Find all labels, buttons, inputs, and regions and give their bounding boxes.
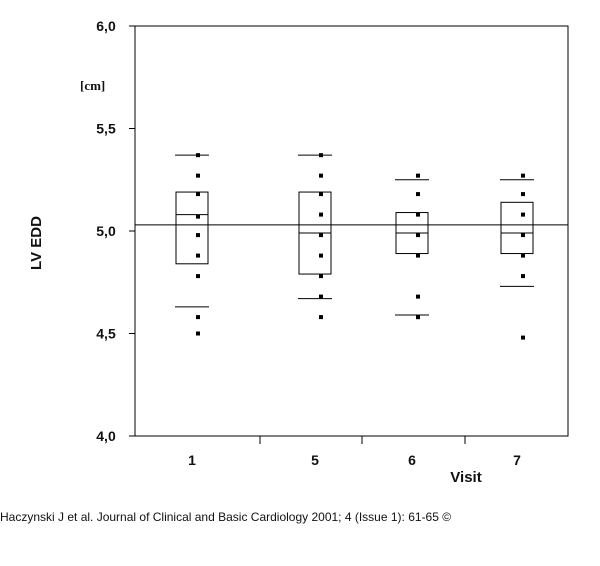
- box-group-visit-1: [175, 153, 209, 336]
- box-group-visit-6: [395, 173, 429, 320]
- data-point: [416, 315, 420, 320]
- data-point: [196, 192, 200, 197]
- y-tick-label: 4,0: [96, 428, 116, 444]
- data-point: [416, 192, 420, 197]
- data-point: [521, 253, 525, 258]
- data-point: [196, 214, 200, 219]
- x-axis-label: Visit: [450, 469, 481, 486]
- box-group-visit-5: [298, 153, 332, 320]
- data-point: [319, 294, 323, 299]
- data-point: [196, 153, 200, 158]
- y-tick-label: 6,0: [96, 18, 116, 34]
- data-point: [196, 173, 200, 178]
- data-point: [196, 233, 200, 238]
- data-point: [319, 212, 323, 217]
- data-point: [416, 294, 420, 299]
- x-tick-label: 1: [188, 452, 196, 468]
- data-point: [319, 173, 323, 178]
- plot-frame: [134, 25, 569, 437]
- data-point: [521, 192, 525, 197]
- x-tick-label: 7: [513, 452, 521, 468]
- data-point: [319, 233, 323, 238]
- box-series: [175, 153, 534, 340]
- y-tick-label: 5,0: [96, 223, 116, 239]
- x-tick-label: 6: [408, 452, 416, 468]
- y-tick-label: 4,5: [96, 326, 116, 342]
- data-point: [319, 274, 323, 279]
- data-point: [319, 253, 323, 258]
- data-point: [196, 253, 200, 258]
- y-tick-label: 5,5: [96, 121, 116, 137]
- data-point: [521, 173, 525, 178]
- data-point: [196, 331, 200, 336]
- x-tick-label: 5: [311, 452, 319, 468]
- data-point: [521, 274, 525, 279]
- data-point: [319, 192, 323, 197]
- data-point: [196, 315, 200, 320]
- y-axis-label: LV EDD: [28, 216, 45, 270]
- data-point: [416, 233, 420, 238]
- data-point: [416, 212, 420, 217]
- citation: Haczynski J et al. Journal of Clinical a…: [0, 510, 452, 524]
- data-point: [196, 274, 200, 279]
- data-point: [521, 212, 525, 217]
- y-axis: 4,0 4,5 5,0 5,5 6,0: [96, 18, 135, 444]
- box: [500, 201, 534, 255]
- data-point: [319, 315, 323, 320]
- y-unit-label: [cm]: [80, 78, 105, 93]
- data-point: [521, 233, 525, 238]
- data-point: [319, 153, 323, 158]
- data-point: [416, 173, 420, 178]
- data-point: [416, 253, 420, 258]
- data-point: [521, 335, 525, 340]
- box-group-visit-7: [500, 173, 534, 340]
- box: [175, 191, 209, 265]
